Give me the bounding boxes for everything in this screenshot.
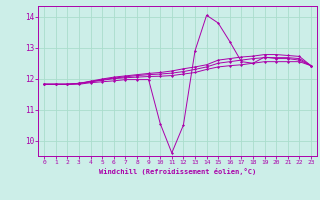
X-axis label: Windchill (Refroidissement éolien,°C): Windchill (Refroidissement éolien,°C) <box>99 168 256 175</box>
